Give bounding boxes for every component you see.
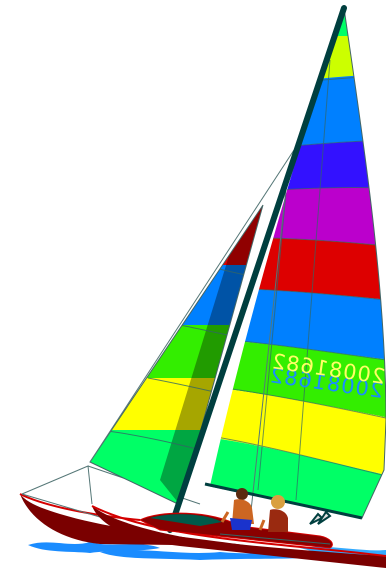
crew — [220, 488, 288, 532]
front-hull — [91, 505, 386, 568]
crew-member-2 — [258, 495, 288, 532]
mast — [167, 5, 347, 533]
rudders — [309, 510, 332, 525]
rigging — [89, 149, 295, 521]
crew-member-1 — [220, 488, 254, 530]
